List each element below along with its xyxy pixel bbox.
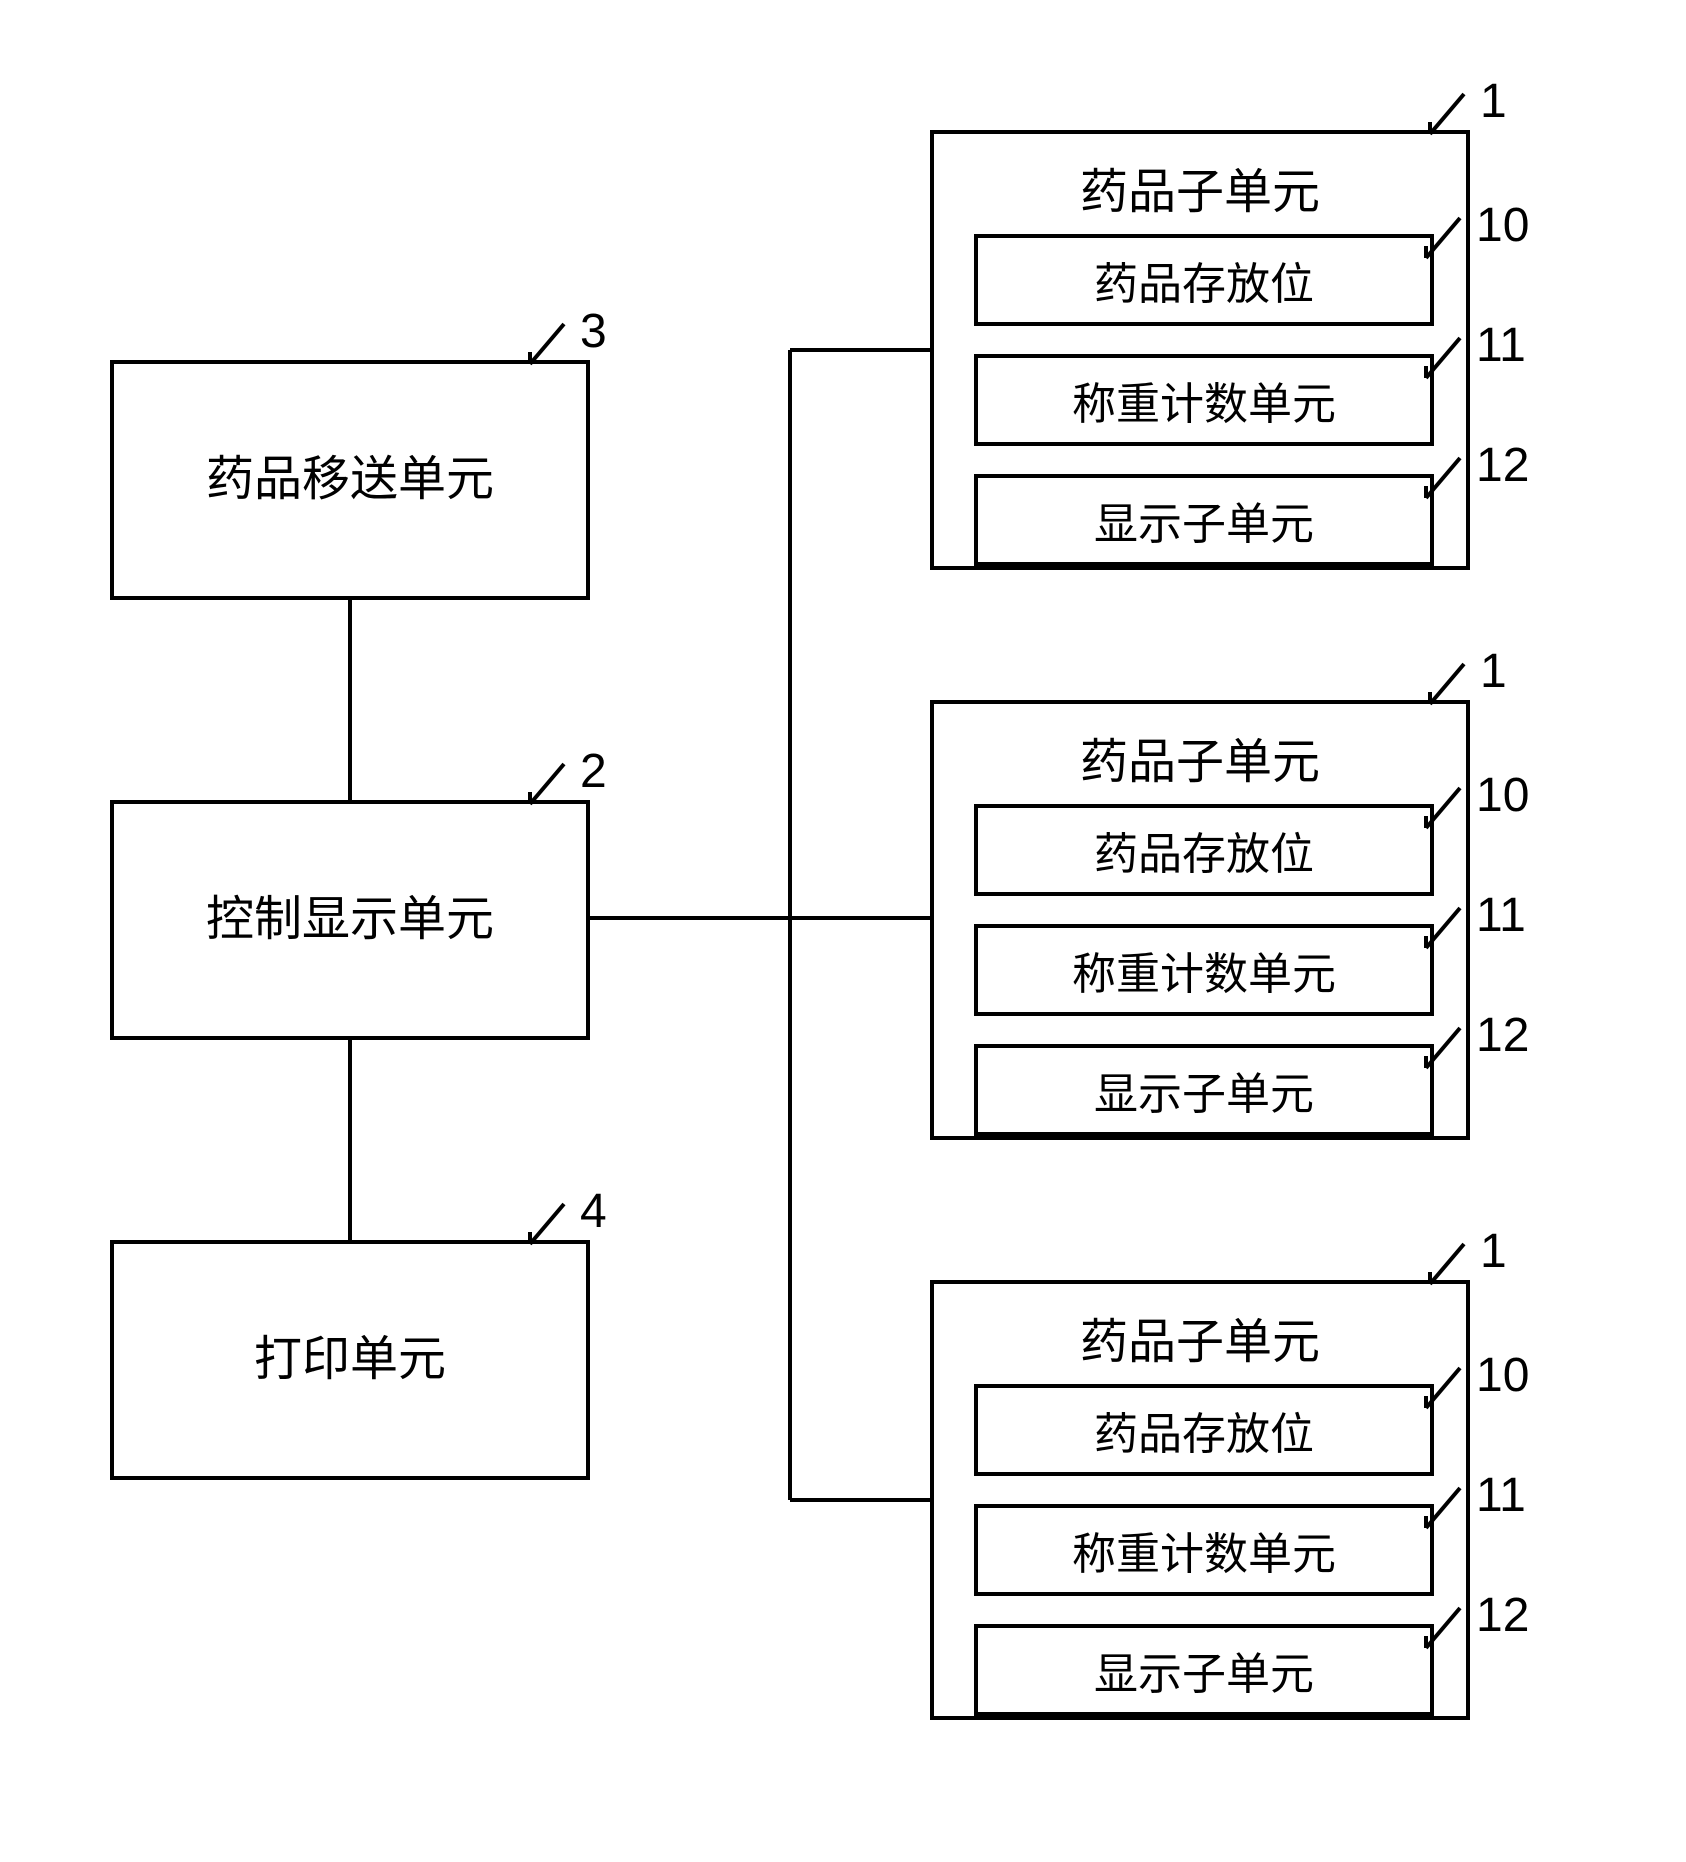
inner-label-1-2: 显示子单元 (1094, 1058, 1314, 1122)
ref-label-inner-1-1: 11 (1476, 888, 1526, 943)
ref-label-inner-1-0: 10 (1476, 768, 1529, 823)
ref-label-subunit-2: 1 (1480, 1224, 1507, 1279)
inner-label-0-2: 显示子单元 (1094, 488, 1314, 552)
diagram-canvas: 药品移送单元 3控制显示单元 2打印单元 4药品子单元药品存放位称重计数单元显示… (0, 0, 1686, 1862)
ref-label-subunit-0: 1 (1480, 74, 1507, 129)
ref-label-inner-2-0: 10 (1476, 1348, 1529, 1403)
ref-label-inner-0-1: 11 (1476, 318, 1526, 373)
inner-label-2-2: 显示子单元 (1094, 1638, 1314, 1702)
inner-label-1-0: 药品存放位 (1094, 818, 1314, 882)
ref-leader-subunit-1 (1428, 656, 1470, 706)
ref-label-inner-0-0: 10 (1476, 198, 1529, 253)
subunit-2: 药品子单元药品存放位称重计数单元显示子单元 (930, 1280, 1470, 1720)
subunit-title-0: 药品子单元 (934, 152, 1466, 222)
inner-box-2-1: 称重计数单元 (974, 1504, 1434, 1596)
inner-box-1-2: 显示子单元 (974, 1044, 1434, 1136)
ref-leader-transfer (528, 316, 570, 366)
conn-lv-2 (348, 1040, 352, 1240)
subunit-title-2: 药品子单元 (934, 1302, 1466, 1372)
ref-leader-inner-0-2 (1424, 450, 1466, 500)
conn-lv-1 (348, 600, 352, 800)
ref-leader-print (528, 1196, 570, 1246)
ref-label-inner-1-2: 12 (1476, 1008, 1529, 1063)
ref-leader-inner-2-2 (1424, 1600, 1466, 1650)
conn-trunk-v (788, 350, 792, 1500)
box-label-print: 打印单元 (254, 1331, 446, 1389)
ref-leader-inner-0-0 (1424, 210, 1466, 260)
ref-leader-inner-1-1 (1424, 900, 1466, 950)
box-label-control: 控制显示单元 (206, 891, 494, 949)
ref-label-inner-0-2: 12 (1476, 438, 1529, 493)
conn-trunk-h (590, 916, 790, 920)
inner-label-1-1: 称重计数单元 (1072, 938, 1336, 1002)
inner-box-0-1: 称重计数单元 (974, 354, 1434, 446)
ref-leader-inner-1-2 (1424, 1020, 1466, 1070)
inner-label-0-0: 药品存放位 (1094, 248, 1314, 312)
box-transfer: 药品移送单元 (110, 360, 590, 600)
inner-box-1-1: 称重计数单元 (974, 924, 1434, 1016)
ref-label-inner-2-2: 12 (1476, 1588, 1529, 1643)
subunit-title-1: 药品子单元 (934, 722, 1466, 792)
conn-branch-1 (790, 916, 930, 920)
inner-box-2-0: 药品存放位 (974, 1384, 1434, 1476)
inner-box-0-2: 显示子单元 (974, 474, 1434, 566)
subunit-0: 药品子单元药品存放位称重计数单元显示子单元 (930, 130, 1470, 570)
inner-box-0-0: 药品存放位 (974, 234, 1434, 326)
inner-label-0-1: 称重计数单元 (1072, 368, 1336, 432)
ref-leader-inner-2-0 (1424, 1360, 1466, 1410)
ref-label-inner-2-1: 11 (1476, 1468, 1526, 1523)
ref-label-print: 4 (580, 1184, 607, 1239)
ref-label-control: 2 (580, 744, 607, 799)
subunit-1: 药品子单元药品存放位称重计数单元显示子单元 (930, 700, 1470, 1140)
ref-leader-subunit-2 (1428, 1236, 1470, 1286)
inner-label-2-0: 药品存放位 (1094, 1398, 1314, 1462)
ref-label-subunit-1: 1 (1480, 644, 1507, 699)
box-print: 打印单元 (110, 1240, 590, 1480)
inner-box-2-2: 显示子单元 (974, 1624, 1434, 1716)
ref-leader-inner-2-1 (1424, 1480, 1466, 1530)
conn-branch-0 (790, 348, 930, 352)
conn-branch-2 (790, 1498, 930, 1502)
box-label-transfer: 药品移送单元 (206, 451, 494, 509)
ref-label-transfer: 3 (580, 304, 607, 359)
inner-box-1-0: 药品存放位 (974, 804, 1434, 896)
box-control: 控制显示单元 (110, 800, 590, 1040)
ref-leader-inner-0-1 (1424, 330, 1466, 380)
inner-label-2-1: 称重计数单元 (1072, 1518, 1336, 1582)
ref-leader-inner-1-0 (1424, 780, 1466, 830)
ref-leader-subunit-0 (1428, 86, 1470, 136)
ref-leader-control (528, 756, 570, 806)
